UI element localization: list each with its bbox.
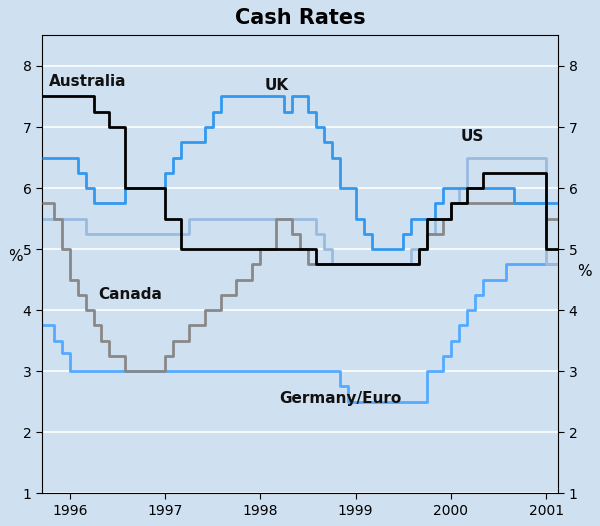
Text: Germany/Euro: Germany/Euro — [280, 391, 401, 406]
Text: Australia: Australia — [49, 74, 126, 89]
Y-axis label: %: % — [577, 265, 592, 279]
Title: Cash Rates: Cash Rates — [235, 8, 365, 28]
Y-axis label: %: % — [8, 249, 23, 265]
Text: Canada: Canada — [98, 287, 162, 302]
Text: UK: UK — [265, 78, 289, 93]
Text: US: US — [460, 129, 484, 144]
